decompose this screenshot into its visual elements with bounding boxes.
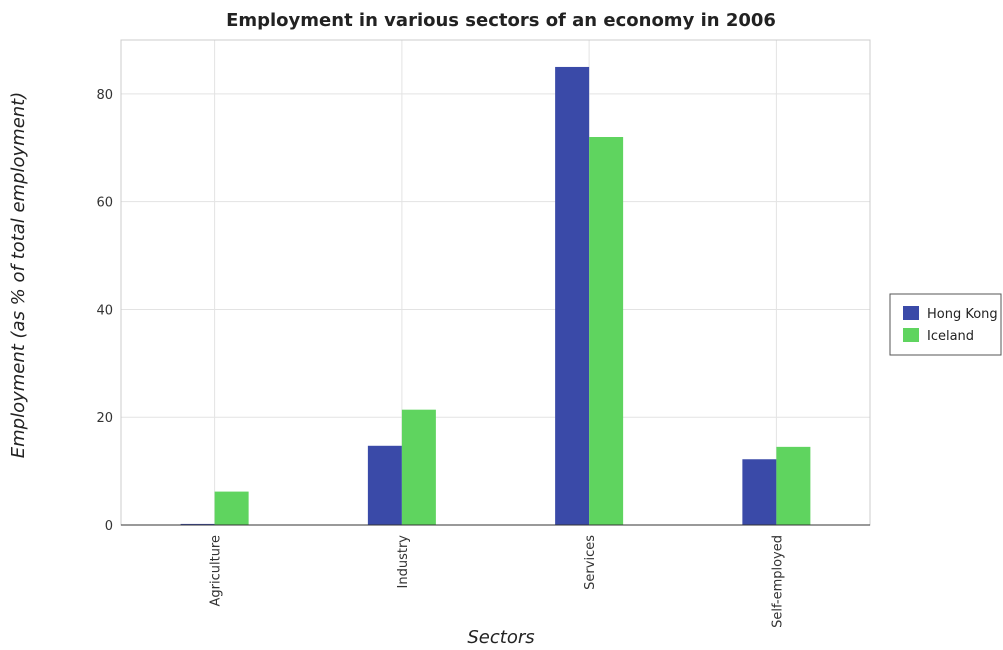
legend-box [889, 293, 1002, 356]
y-tick-label-20: 20 [96, 411, 113, 426]
plot-area [120, 39, 871, 526]
bar-hong-kong-agriculture [180, 523, 215, 525]
legend: Hong Kong Iceland [889, 293, 1002, 356]
legend-label-iceland: Iceland [927, 329, 974, 344]
y-tick-label-0: 0 [105, 519, 113, 534]
axes: 0 20 40 60 80 Agriculture Industry Services Self… [96, 39, 871, 628]
bar-iceland-industry [401, 409, 436, 525]
bar-iceland-agriculture [214, 491, 249, 525]
grid [121, 40, 870, 526]
x-tick-label-self-employed: Self-employed [770, 535, 785, 628]
bar-hong-kong-industry [367, 445, 402, 525]
y-tick-label-80: 80 [96, 88, 113, 103]
y-axis-label: Employment (as % of total employment) [8, 92, 29, 459]
bars [180, 66, 811, 525]
chart-title: Employment in various sectors of an econ… [226, 10, 776, 31]
x-tick-label-industry: Industry [396, 535, 411, 589]
y-tick-label-40: 40 [96, 303, 113, 318]
x-axis-label: Sectors [467, 627, 534, 648]
legend-swatch-iceland [903, 328, 919, 342]
legend-label-hong-kong: Hong Kong [927, 307, 998, 322]
x-tick-label-services: Services [583, 535, 598, 590]
y-tick-label-60: 60 [96, 196, 113, 211]
x-tick-label-agriculture: Agriculture [209, 535, 224, 607]
bar-hong-kong-self-employed [742, 459, 777, 525]
legend-swatch-hong-kong [903, 306, 919, 320]
bar-iceland-services [589, 137, 624, 525]
bar-iceland-self-employed [776, 446, 811, 525]
bar-hong-kong-services [555, 66, 590, 525]
